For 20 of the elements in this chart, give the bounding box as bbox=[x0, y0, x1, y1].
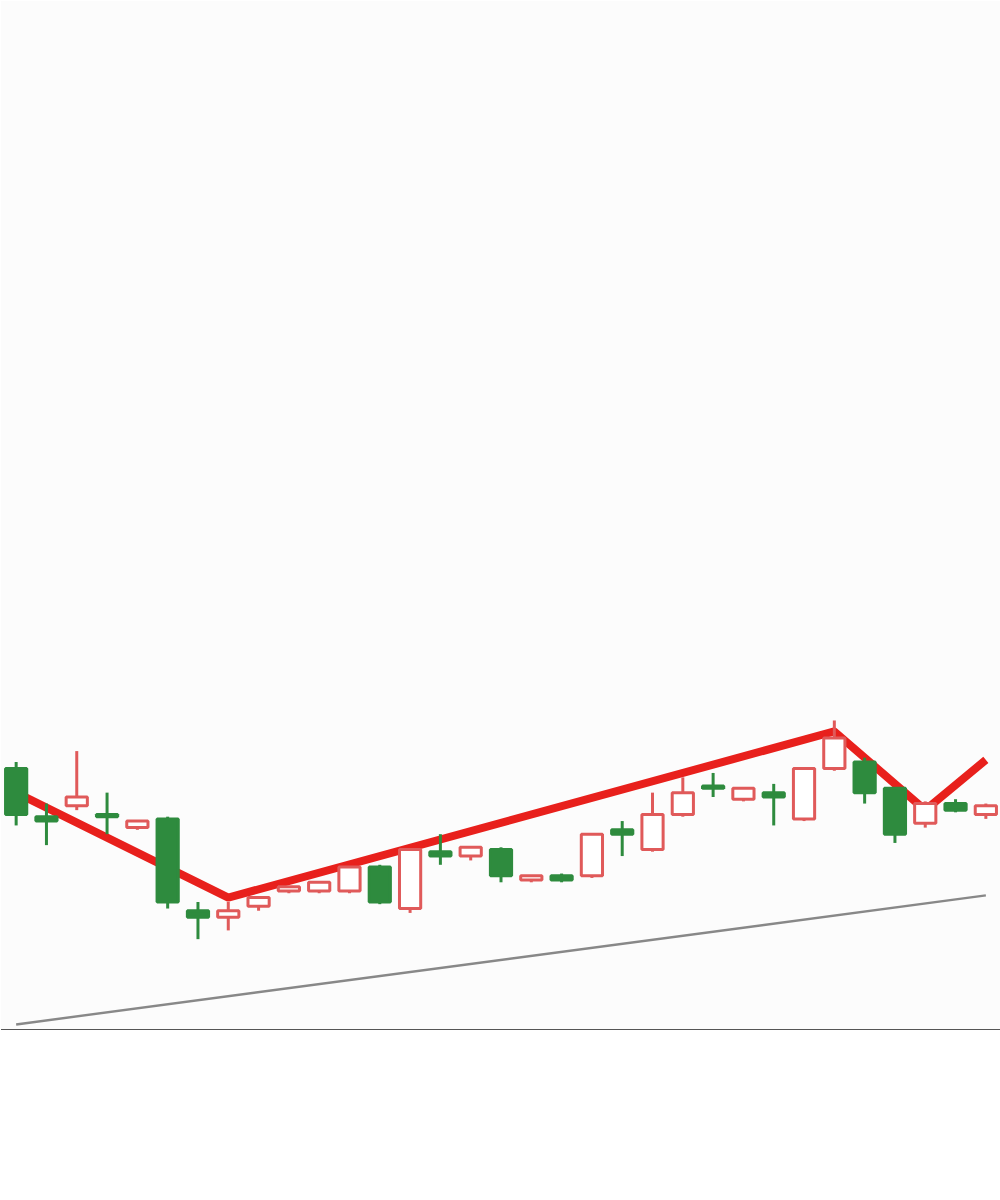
candlestick bbox=[185, 900, 211, 941]
candlestick bbox=[337, 865, 362, 895]
candlestick bbox=[701, 771, 726, 799]
candlestick bbox=[882, 786, 908, 845]
candlestick bbox=[852, 756, 877, 806]
candlestick bbox=[640, 791, 665, 854]
candlestick bbox=[670, 775, 695, 819]
candlestick bbox=[94, 791, 120, 836]
candlestick bbox=[428, 832, 453, 867]
candlestick bbox=[34, 802, 59, 847]
candlestick bbox=[822, 718, 847, 773]
candlestick bbox=[367, 863, 392, 906]
candlestick bbox=[913, 799, 938, 830]
candlestick bbox=[4, 760, 29, 827]
candlestick bbox=[761, 782, 786, 827]
candlestick bbox=[64, 749, 89, 812]
candlestick bbox=[216, 900, 241, 932]
candlestick bbox=[579, 832, 605, 880]
candlestick bbox=[610, 819, 635, 858]
candlestick bbox=[488, 845, 514, 884]
